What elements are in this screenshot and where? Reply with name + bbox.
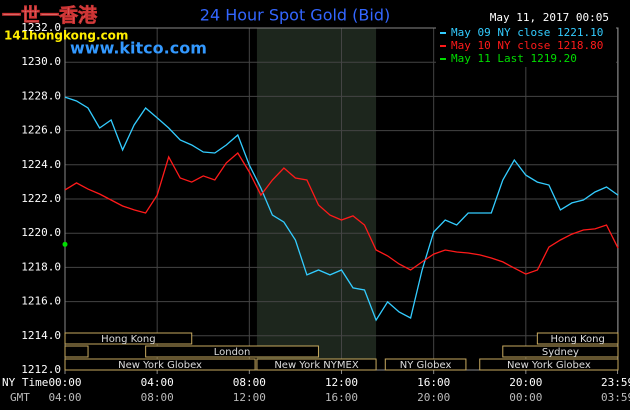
session-box	[64, 358, 256, 371]
session-box	[145, 345, 319, 358]
x2-tick-label: 08:00	[141, 391, 174, 404]
session-label: Hong Kong	[101, 334, 155, 345]
session-box	[479, 358, 619, 371]
line	[64, 96, 619, 322]
x-tick-label: 00:00	[48, 376, 81, 389]
watermark-url: www.kitco.com	[70, 39, 207, 58]
timestamp: May 11, 2017 00:05	[490, 11, 609, 24]
x2-tick-label: 12:00	[233, 391, 266, 404]
session-label: New York Globex	[507, 360, 591, 371]
watermark-logo: 一世一香港	[2, 5, 98, 27]
y-tick-label: 1216.0	[21, 295, 61, 308]
line	[64, 152, 619, 275]
session-label: Sydney	[542, 347, 579, 358]
session-box	[502, 345, 619, 358]
legend-label: May 11 Last 1219.20	[451, 52, 577, 65]
y-tick-label: 1228.0	[21, 89, 61, 102]
plot	[62, 27, 619, 374]
legend-label: May 09 NY close 1221.10	[451, 26, 603, 39]
x-tick-label: 16:00	[417, 376, 450, 389]
y-tick-label: 1232.0	[21, 21, 61, 34]
session-label: New York Globex	[118, 360, 202, 371]
x2-tick-label: 16:00	[325, 391, 358, 404]
session-box	[384, 358, 467, 371]
x-tick-label: 20:00	[509, 376, 542, 389]
y-tick-label: 1214.0	[21, 329, 61, 342]
x-tick-label: 12:00	[325, 376, 358, 389]
x-tick-label: 04:00	[141, 376, 174, 389]
y-tick-label: 1224.0	[21, 158, 61, 171]
session-box	[64, 345, 89, 358]
x2-tick-label: 00:00	[509, 391, 542, 404]
x2-axis-label: GMT	[10, 391, 30, 404]
y-tick-label: 1220.0	[21, 226, 61, 239]
y-tick-label: 1222.0	[21, 192, 61, 205]
y-tick-label: 1230.0	[21, 55, 61, 68]
legend-box	[436, 27, 616, 67]
x2-tick-label: 20:00	[417, 391, 450, 404]
session-label: NY Globex	[400, 360, 452, 371]
session-box	[64, 332, 193, 345]
session-label: Hong Kong	[550, 334, 604, 345]
legend-label: May 10 NY close 1218.80	[451, 39, 603, 52]
session-box	[256, 358, 377, 371]
session-label: New York NYMEX	[274, 360, 359, 371]
x-tick-label: 08:00	[233, 376, 266, 389]
x-axis-label: NY Time	[2, 376, 48, 389]
y-tick-label: 1212.0	[21, 363, 61, 376]
session-box	[536, 332, 619, 345]
x2-tick-label: 03:59	[601, 391, 630, 404]
session-label: London	[214, 347, 251, 358]
y-tick-label: 1226.0	[21, 124, 61, 137]
x2-tick-label: 04:00	[48, 391, 81, 404]
x-tick-label: 23:59	[601, 376, 630, 389]
chart-title: 24 Hour Spot Gold (Bid)	[200, 6, 390, 25]
y-tick-label: 1218.0	[21, 260, 61, 273]
watermark-site: 141hongkong.com	[4, 29, 128, 43]
point	[62, 241, 68, 247]
